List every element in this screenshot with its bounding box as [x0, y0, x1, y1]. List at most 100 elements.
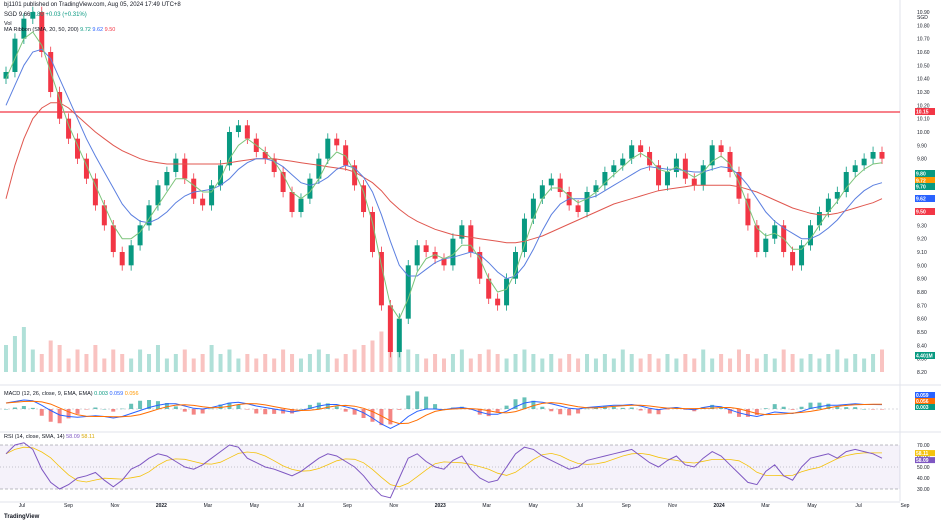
y-tick-label: 9.20: [917, 237, 927, 243]
x-tick-label: Sep: [622, 503, 631, 509]
volume-bar: [450, 354, 455, 372]
macd-histogram-bar: [57, 409, 62, 424]
x-tick-label: Nov: [389, 503, 398, 509]
candle: [298, 198, 304, 212]
volume-bar: [209, 345, 214, 372]
volume-bar: [656, 358, 661, 372]
candle: [244, 125, 250, 139]
candle: [870, 152, 876, 159]
macd-badge-label: 0.059: [916, 393, 929, 399]
macd-histogram-bar: [361, 409, 366, 418]
candle: [638, 145, 644, 152]
volume-bar: [772, 358, 777, 372]
candle: [271, 158, 277, 172]
candle: [155, 185, 161, 206]
published-header: bj1101 published on TradingView.com, Aug…: [4, 2, 181, 8]
volume-bar: [12, 336, 17, 372]
y-tick-label: 8.70: [917, 303, 927, 309]
macd-histogram-bar: [281, 409, 286, 414]
volume-bar: [21, 327, 26, 372]
macd-histogram-bar: [745, 409, 750, 417]
volume-bar: [334, 358, 339, 372]
macd-histogram-bar: [442, 409, 446, 410]
y-tick-label: 8.90: [917, 277, 927, 283]
volume-bar: [138, 349, 143, 372]
candle: [700, 165, 706, 186]
macd-histogram-bar: [388, 409, 393, 425]
candle: [441, 258, 447, 266]
y-tick-label: 8.20: [917, 370, 927, 376]
volume-bar: [102, 358, 107, 372]
volume-bar: [433, 354, 438, 372]
volume-bar: [647, 354, 652, 372]
macd-histogram-bar: [862, 409, 867, 410]
volume-bar: [629, 354, 634, 372]
volume-bar: [307, 354, 312, 372]
candle: [369, 212, 375, 252]
macd-histogram-bar: [182, 409, 187, 412]
macd-histogram-bar: [254, 409, 259, 414]
macd-badge-label: 0.056: [916, 399, 929, 405]
volume-bar: [48, 340, 53, 372]
candle: [834, 192, 840, 199]
candle: [378, 252, 384, 306]
y-tick-label: 10.10: [917, 117, 930, 123]
candle: [262, 152, 268, 159]
ohlc-values: 9.66: [18, 12, 31, 18]
resistance-badge-label: 10.15: [916, 110, 929, 116]
volume-bar: [692, 358, 697, 372]
candle: [727, 152, 733, 172]
macd-histogram-bar: [352, 409, 357, 415]
volume-bar: [781, 349, 786, 372]
candle: [477, 252, 483, 279]
rsi-ma-line: [5, 446, 882, 488]
volume-bar: [638, 358, 643, 372]
x-tick-label: Jul: [855, 503, 861, 509]
x-tick-label: Mar: [482, 503, 491, 509]
macd-badge: [915, 404, 935, 410]
x-tick-label: Jul: [298, 503, 304, 509]
volume-bar: [245, 354, 250, 372]
candle: [602, 172, 608, 186]
macd-histogram-bar: [30, 407, 35, 409]
rsi-badge: [915, 457, 935, 464]
candle: [620, 158, 626, 166]
candle: [575, 205, 581, 212]
candle: [343, 145, 349, 166]
volume-bar: [862, 358, 867, 372]
volume-bar: [298, 358, 303, 372]
price-badge: [915, 195, 935, 202]
candle: [128, 245, 134, 266]
macd-histogram-bar: [164, 403, 169, 409]
x-tick-label: Nov: [668, 503, 677, 509]
rsi-tick-label: 30.00: [917, 487, 930, 493]
candle: [816, 212, 822, 226]
price-badge: [915, 177, 935, 184]
y-tick-label: 10.60: [917, 50, 930, 56]
macd-histogram-bar: [379, 409, 384, 426]
volume-bar: [459, 349, 464, 372]
candle: [772, 225, 778, 239]
volume-bar: [620, 349, 625, 372]
volume-bar: [147, 354, 152, 372]
volume-bar: [871, 354, 876, 372]
volume-bar: [745, 354, 750, 372]
candle: [173, 158, 179, 172]
volume-bar: [486, 349, 491, 372]
candle: [736, 172, 742, 199]
macd-histogram-bar: [129, 403, 134, 409]
macd-histogram-bar: [656, 409, 661, 415]
rsi-ma-value: 58.11: [81, 434, 95, 440]
volume-bar: [880, 349, 884, 372]
volume-bar: [75, 349, 80, 372]
volume-bar: [164, 358, 169, 372]
candle: [718, 145, 724, 152]
price-badge-label: 9.50: [916, 210, 926, 216]
price-badge: [915, 183, 935, 190]
candle: [513, 252, 519, 279]
volume-bar: [370, 340, 375, 372]
candle: [629, 145, 635, 159]
macd-histogram-bar: [710, 404, 715, 409]
ma-ribbon-label: MA Ribbon (SMA, 20, 50, 200): [4, 27, 79, 33]
